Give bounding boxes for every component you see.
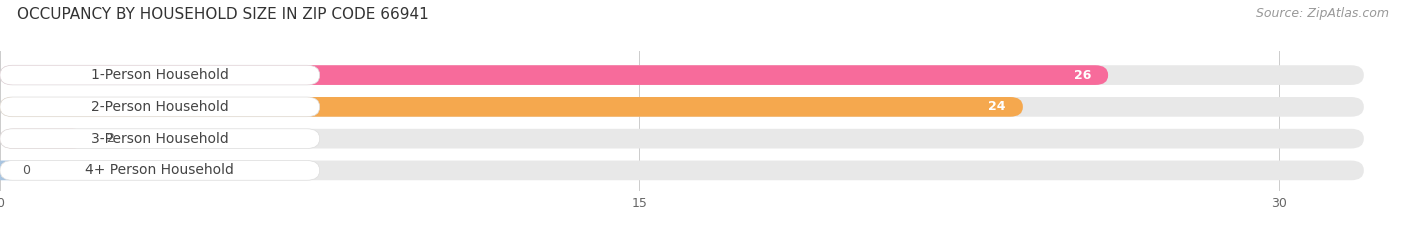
FancyBboxPatch shape — [0, 161, 1364, 180]
Text: 24: 24 — [988, 100, 1005, 113]
Text: 4+ Person Household: 4+ Person Household — [86, 163, 235, 177]
Text: 26: 26 — [1074, 69, 1091, 82]
FancyBboxPatch shape — [0, 65, 1364, 85]
Text: Source: ZipAtlas.com: Source: ZipAtlas.com — [1256, 7, 1389, 20]
FancyBboxPatch shape — [0, 65, 1108, 85]
Text: 1-Person Household: 1-Person Household — [91, 68, 229, 82]
FancyBboxPatch shape — [0, 129, 319, 148]
Text: 3-Person Household: 3-Person Household — [91, 132, 229, 146]
FancyBboxPatch shape — [0, 129, 86, 148]
Text: 0: 0 — [21, 164, 30, 177]
Text: OCCUPANCY BY HOUSEHOLD SIZE IN ZIP CODE 66941: OCCUPANCY BY HOUSEHOLD SIZE IN ZIP CODE … — [17, 7, 429, 22]
FancyBboxPatch shape — [0, 161, 13, 180]
FancyBboxPatch shape — [0, 129, 1364, 148]
Text: 2: 2 — [107, 132, 114, 145]
FancyBboxPatch shape — [0, 97, 1364, 117]
FancyBboxPatch shape — [0, 97, 1024, 117]
Text: 2-Person Household: 2-Person Household — [91, 100, 229, 114]
FancyBboxPatch shape — [0, 97, 319, 117]
FancyBboxPatch shape — [0, 161, 319, 180]
FancyBboxPatch shape — [0, 65, 319, 85]
